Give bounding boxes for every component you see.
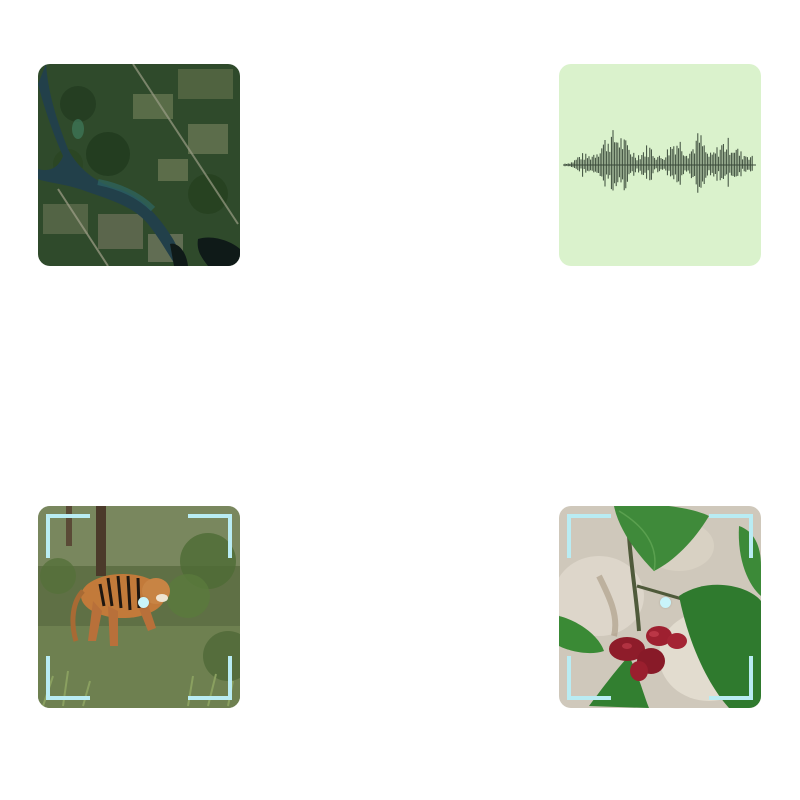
satellite-map-icon: [38, 64, 240, 266]
frame-corner-top-right: [709, 514, 753, 558]
frame-corner-bottom-left: [46, 656, 90, 700]
audio-waveform-tile[interactable]: [559, 64, 761, 266]
satellite-map-tile[interactable]: [38, 64, 240, 266]
tiger-photo-tile[interactable]: [38, 506, 240, 708]
frame-corner-bottom-left: [567, 656, 611, 700]
audio-waveform-icon: [559, 64, 761, 266]
plant-photo-icon: [559, 506, 761, 708]
frame-corner-bottom-right: [709, 656, 753, 700]
frame-corner-top-left: [567, 514, 611, 558]
frame-corner-top-left: [46, 514, 90, 558]
tiger-photo-icon: [38, 506, 240, 708]
plant-photo-tile[interactable]: [559, 506, 761, 708]
frame-corner-top-right: [188, 514, 232, 558]
focus-point: [660, 597, 671, 608]
frame-corner-bottom-right: [188, 656, 232, 700]
focus-point: [138, 597, 149, 608]
